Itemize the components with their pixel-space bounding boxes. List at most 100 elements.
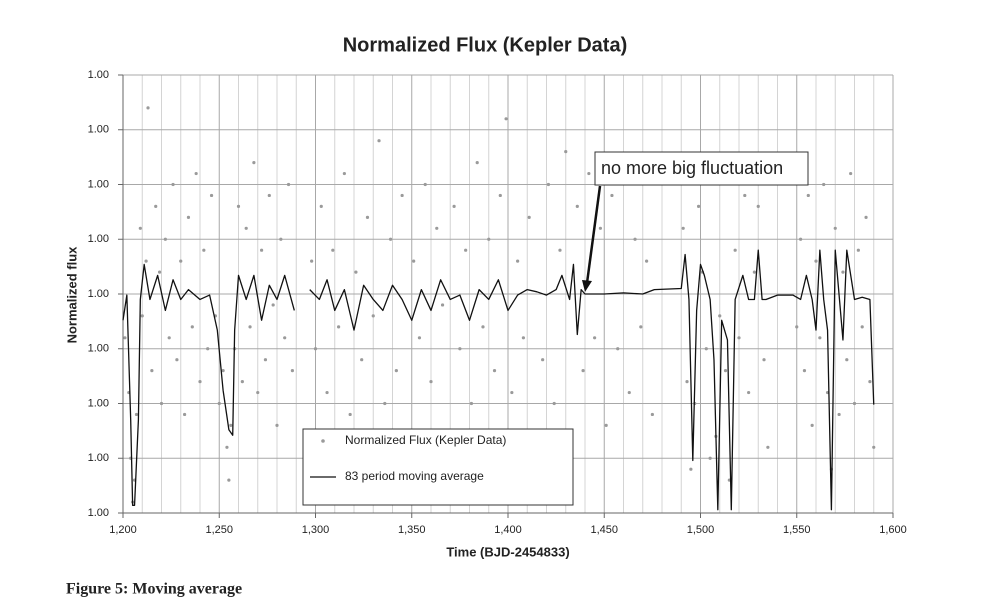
flux-point bbox=[685, 380, 689, 384]
legend-box bbox=[302, 428, 574, 506]
flux-point bbox=[354, 270, 358, 274]
flux-point bbox=[331, 248, 335, 252]
flux-point bbox=[723, 369, 728, 373]
flux-point bbox=[260, 248, 264, 252]
flux-point bbox=[325, 390, 329, 395]
flux-point bbox=[704, 347, 708, 351]
flux-point bbox=[756, 204, 760, 208]
flux-point bbox=[194, 171, 198, 176]
flux-point bbox=[527, 215, 531, 219]
flux-point bbox=[852, 401, 857, 406]
flux-point bbox=[159, 401, 164, 406]
flux-point bbox=[248, 325, 252, 329]
flux-point bbox=[849, 171, 853, 176]
flux-point bbox=[252, 161, 256, 165]
legend: Normalized Flux (Kepler Data) 83 period m… bbox=[302, 428, 574, 506]
flux-point bbox=[806, 193, 810, 198]
annotation-text: no more big fluctuation bbox=[601, 158, 783, 178]
flux-point bbox=[696, 204, 701, 208]
flux-point bbox=[799, 237, 803, 241]
flux-point bbox=[645, 259, 649, 263]
flux-point bbox=[360, 358, 364, 362]
flux-point bbox=[856, 248, 860, 252]
flux-point bbox=[229, 423, 233, 427]
annotation-box bbox=[594, 151, 809, 186]
flux-point bbox=[244, 226, 248, 230]
flux-point bbox=[743, 193, 747, 198]
flux-point bbox=[627, 390, 631, 395]
flux-point bbox=[157, 270, 162, 274]
flux-point bbox=[492, 369, 497, 373]
flux-point bbox=[498, 193, 502, 198]
flux-point bbox=[633, 237, 637, 241]
flux-point bbox=[689, 467, 693, 471]
flux-point bbox=[452, 204, 456, 208]
x-tick-label: 1,550 bbox=[783, 524, 811, 536]
flux-point bbox=[841, 270, 845, 274]
flux-point bbox=[236, 204, 241, 208]
flux-point bbox=[167, 336, 171, 340]
flux-point bbox=[221, 369, 225, 373]
flux-point bbox=[227, 478, 231, 482]
x-tick-label: 1,600 bbox=[879, 524, 907, 536]
legend-label: 83 period moving average bbox=[345, 469, 484, 483]
flux-point bbox=[383, 401, 387, 406]
annotation-arrowhead bbox=[582, 280, 592, 292]
flux-point bbox=[186, 215, 191, 219]
flux-point bbox=[541, 358, 545, 362]
x-tick-label: 1,200 bbox=[109, 524, 137, 536]
flux-point bbox=[267, 193, 271, 198]
legend-label: Normalized Flux (Kepler Data) bbox=[345, 433, 506, 447]
flux-point bbox=[708, 456, 712, 460]
flux-point bbox=[747, 390, 751, 395]
flux-point bbox=[263, 358, 268, 362]
flux-point bbox=[598, 226, 603, 230]
y-tick-label: 1.00 bbox=[88, 69, 109, 81]
flux-point bbox=[342, 171, 346, 176]
y-tick-label: 1.00 bbox=[88, 507, 109, 519]
chart-title: Normalized Flux (Kepler Data) bbox=[343, 34, 628, 56]
flux-point bbox=[171, 182, 175, 187]
moving-average-line bbox=[122, 249, 875, 511]
flux-point bbox=[144, 259, 148, 263]
y-tick-label: 1.00 bbox=[88, 233, 109, 245]
y-axis-label: Normalized flux bbox=[64, 246, 79, 344]
flux-point bbox=[837, 412, 841, 417]
flux-point bbox=[458, 347, 462, 351]
x-tick-label: 1,300 bbox=[302, 524, 330, 536]
flux-point bbox=[752, 270, 757, 274]
flux-point bbox=[337, 325, 341, 329]
flux-point bbox=[864, 215, 868, 219]
flux-point bbox=[440, 303, 445, 307]
flux-point bbox=[795, 325, 799, 329]
flux-point bbox=[860, 325, 864, 329]
flux-point bbox=[587, 171, 591, 176]
flux-point bbox=[179, 259, 183, 263]
flux-point bbox=[504, 117, 508, 121]
flux-point bbox=[371, 314, 375, 318]
flux-point bbox=[400, 193, 404, 198]
flux-point bbox=[279, 237, 283, 241]
x-tick-label: 1,350 bbox=[398, 524, 426, 536]
x-tick-label: 1,400 bbox=[494, 524, 522, 536]
flux-point bbox=[429, 380, 433, 384]
flux-point bbox=[521, 336, 526, 340]
x-axis-label: Time (BJD-2454833) bbox=[446, 544, 569, 559]
flux-point bbox=[163, 237, 167, 241]
flux-point bbox=[766, 445, 770, 449]
y-tick-label: 1.00 bbox=[88, 124, 109, 136]
flux-point bbox=[206, 347, 210, 351]
flux-point bbox=[610, 193, 614, 198]
y-tick-label: 1.00 bbox=[88, 288, 109, 300]
flux-point bbox=[150, 369, 154, 373]
y-tick-label: 1.00 bbox=[88, 452, 109, 464]
flux-point bbox=[593, 336, 597, 340]
flux-point bbox=[240, 380, 244, 384]
flux-point bbox=[275, 423, 279, 427]
figure-caption: Figure 5: Moving average bbox=[66, 581, 242, 598]
flux-point bbox=[146, 106, 150, 110]
flux-point bbox=[475, 161, 479, 165]
flux-point bbox=[134, 412, 139, 417]
flux-point bbox=[313, 347, 318, 351]
